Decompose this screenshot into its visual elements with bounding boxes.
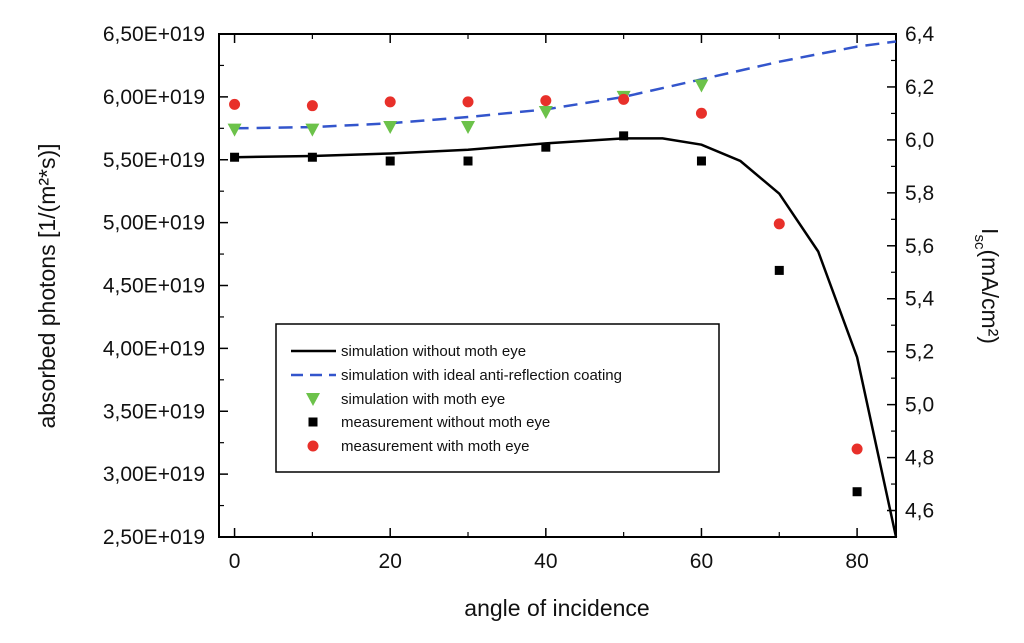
ticks-layer bbox=[219, 33, 896, 538]
legend-item: simulation with ideal anti-reflection co… bbox=[291, 367, 622, 384]
data-point bbox=[696, 156, 706, 166]
x-tick-label: 80 bbox=[845, 550, 868, 573]
data-point bbox=[540, 95, 552, 107]
legend-swatch bbox=[308, 417, 318, 427]
y-right-tick-label: 6,0 bbox=[905, 129, 934, 152]
data-point bbox=[694, 79, 709, 93]
legend-swatch bbox=[307, 440, 319, 452]
data-point bbox=[695, 107, 707, 119]
y-left-tick-label: 5,50E+019 bbox=[103, 149, 205, 172]
x-axis-title: angle of incidence bbox=[464, 595, 649, 621]
y-axis-right-title-sub: sc bbox=[971, 234, 988, 250]
y-left-tick-label: 3,50E+019 bbox=[103, 400, 205, 423]
data-point bbox=[463, 156, 473, 166]
data-point bbox=[774, 265, 784, 275]
data-point bbox=[773, 218, 785, 230]
y-left-tick-label: 2,50E+019 bbox=[103, 526, 205, 549]
legend: simulation without moth eye simulation wi… bbox=[275, 323, 720, 473]
data-point bbox=[852, 487, 862, 497]
data-point bbox=[541, 142, 551, 152]
legend-item: simulation with moth eye bbox=[306, 391, 505, 408]
data-point bbox=[618, 93, 630, 105]
data-point bbox=[619, 131, 629, 141]
y-right-tick-label: 4,8 bbox=[905, 447, 934, 470]
series-2 bbox=[234, 40, 897, 130]
x-tick-label: 0 bbox=[229, 550, 241, 573]
legend-item: measurement with moth eye bbox=[307, 438, 529, 455]
series-layer bbox=[227, 40, 898, 538]
y-right-tick-label: 6,4 bbox=[905, 23, 935, 46]
series-1 bbox=[234, 137, 898, 538]
x-tick-label: 20 bbox=[379, 550, 402, 573]
y-right-tick-label: 5,8 bbox=[905, 182, 934, 205]
data-point bbox=[305, 123, 320, 137]
data-point bbox=[538, 105, 553, 119]
legend-label: measurement with moth eye bbox=[341, 438, 529, 455]
data-point bbox=[462, 96, 474, 108]
series-line bbox=[234, 137, 898, 538]
y-left-tick-label: 6,00E+019 bbox=[103, 86, 205, 109]
x-tick-label: 40 bbox=[534, 550, 557, 573]
data-point bbox=[851, 443, 863, 455]
data-point bbox=[385, 156, 395, 166]
y-left-tick-label: 3,00E+019 bbox=[103, 463, 205, 486]
legend-label: measurement without moth eye bbox=[341, 414, 550, 431]
data-point bbox=[230, 152, 240, 162]
y-right-tick-label: 5,4 bbox=[905, 288, 935, 311]
y-axis-right-title-unit: (mA/cm²) bbox=[977, 249, 1003, 344]
data-point bbox=[307, 152, 317, 162]
series-line bbox=[234, 40, 897, 130]
series-5 bbox=[229, 93, 863, 455]
y-axis-left-title: absorbed photons [1/(m²*s)] bbox=[34, 143, 60, 428]
y-left-tick-label: 6,50E+019 bbox=[103, 23, 205, 46]
y-left-tick-label: 4,50E+019 bbox=[103, 275, 205, 298]
series-4 bbox=[230, 131, 862, 497]
data-point bbox=[461, 121, 476, 135]
series-3 bbox=[227, 79, 709, 137]
y-axis-right-title-main: I bbox=[977, 228, 1003, 234]
y-right-tick-label: 5,2 bbox=[905, 341, 934, 364]
legend-label: simulation without moth eye bbox=[341, 343, 526, 360]
legend-items: simulation without moth eye simulation wi… bbox=[291, 343, 622, 455]
legend-swatch bbox=[306, 393, 320, 406]
data-point bbox=[383, 121, 398, 135]
legend-item: simulation without moth eye bbox=[291, 343, 526, 360]
tick-labels-layer: 0 20 40 60 80 2,50E+019 3,00E+019 3,50E+019 4,00… bbox=[103, 23, 935, 573]
data-point bbox=[227, 123, 242, 137]
y-right-tick-label: 6,2 bbox=[905, 76, 934, 99]
y-axis-right-title: Isc(mA/cm²) bbox=[971, 228, 1003, 344]
data-point bbox=[306, 100, 318, 112]
x-tick-label: 60 bbox=[690, 550, 713, 573]
legend-box bbox=[275, 323, 720, 473]
y-right-tick-label: 5,6 bbox=[905, 235, 934, 258]
y-left-tick-label: 5,00E+019 bbox=[103, 212, 205, 235]
y-right-tick-label: 4,6 bbox=[905, 500, 934, 523]
legend-label: simulation with ideal anti-reflection co… bbox=[341, 367, 622, 384]
y-right-tick-label: 5,0 bbox=[905, 394, 934, 417]
data-point bbox=[229, 98, 241, 110]
legend-item: measurement without moth eye bbox=[308, 414, 550, 431]
data-point bbox=[384, 96, 396, 108]
y-left-tick-label: 4,00E+019 bbox=[103, 337, 205, 360]
legend-label: simulation with moth eye bbox=[341, 391, 505, 408]
